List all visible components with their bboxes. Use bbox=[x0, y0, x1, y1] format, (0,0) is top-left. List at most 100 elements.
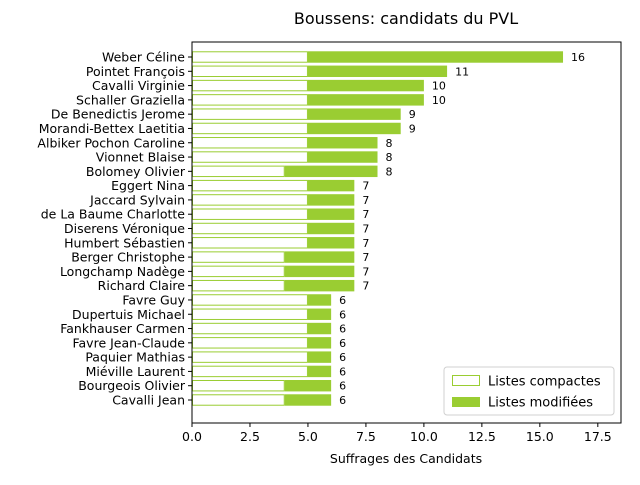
bar-segment-compactes bbox=[192, 122, 308, 135]
y-tick-label: Cavalli Virginie bbox=[92, 78, 185, 93]
bar-segment-compactes bbox=[192, 365, 308, 378]
y-tick-label: Longchamp Nadège bbox=[60, 264, 185, 279]
bar-segment-compactes bbox=[192, 308, 308, 320]
bar-value-label: 16 bbox=[571, 51, 585, 64]
x-tick-label: 7.5 bbox=[356, 429, 376, 444]
y-tick-label: de La Baume Charlotte bbox=[41, 207, 186, 222]
bars-group bbox=[192, 51, 564, 406]
bar-segment-compactes bbox=[192, 137, 308, 149]
bar-segment-compactes bbox=[192, 165, 285, 178]
bar-segment-modifiees bbox=[284, 394, 332, 406]
legend-label-compactes: Listes compactes bbox=[488, 375, 601, 390]
y-tick-label: Favre Guy bbox=[122, 292, 185, 307]
x-tick-label: 17.5 bbox=[584, 429, 612, 444]
bar-segment-modifiees bbox=[307, 237, 355, 249]
y-tick-label: Paquier Mathias bbox=[85, 350, 185, 365]
x-tick-label: 2.5 bbox=[240, 429, 260, 444]
bar-segment-compactes bbox=[192, 222, 308, 235]
y-tick-label: Fankhauser Carmen bbox=[60, 321, 185, 336]
bar-value-label: 11 bbox=[455, 65, 469, 78]
chart-title: Boussens: candidats du PVL bbox=[294, 9, 518, 28]
bar-segment-modifiees bbox=[307, 179, 355, 192]
bar-value-label: 7 bbox=[362, 280, 369, 293]
y-tick-label: Diserens Véronique bbox=[64, 221, 185, 236]
x-tick-label: 15.0 bbox=[526, 429, 554, 444]
bar-segment-compactes bbox=[192, 251, 285, 263]
bar-segment-modifiees bbox=[307, 51, 564, 63]
y-tick-label: Jaccard Sylvain bbox=[89, 192, 185, 207]
y-tick-label: Bourgeois Olivier bbox=[78, 378, 186, 393]
bar-value-label: 8 bbox=[386, 165, 393, 178]
bar-value-label: 6 bbox=[339, 394, 346, 407]
bar-value-label: 7 bbox=[362, 223, 369, 236]
bar-segment-compactes bbox=[192, 94, 308, 106]
bar-segment-compactes bbox=[192, 394, 285, 406]
bar-segment-modifiees bbox=[307, 137, 378, 149]
bar-segment-modifiees bbox=[284, 379, 332, 392]
y-tick-label: Cavalli Jean bbox=[112, 393, 185, 408]
bar-value-label: 7 bbox=[362, 180, 369, 193]
y-tick-label: Miéville Laurent bbox=[86, 364, 185, 379]
bar-segment-compactes bbox=[192, 108, 308, 120]
bar-value-label: 8 bbox=[386, 151, 393, 164]
bar-segment-modifiees bbox=[307, 79, 424, 92]
bar-segment-modifiees bbox=[307, 222, 355, 235]
bar-segment-compactes bbox=[192, 379, 285, 392]
legend-box bbox=[443, 366, 615, 416]
bar-segment-compactes bbox=[192, 179, 308, 192]
bar-segment-modifiees bbox=[284, 165, 378, 178]
x-axis-title: Suffrages des Candidats bbox=[330, 451, 482, 466]
bar-segment-modifiees bbox=[307, 308, 332, 320]
bar-segment-modifiees bbox=[284, 265, 355, 278]
bar-value-label: 10 bbox=[432, 80, 446, 93]
bar-segment-compactes bbox=[192, 351, 308, 363]
bar-segment-compactes bbox=[192, 265, 285, 278]
bar-segment-compactes bbox=[192, 51, 308, 63]
legend-label-modifiees: Listes modifiées bbox=[488, 396, 593, 411]
bar-value-label: 8 bbox=[386, 137, 393, 150]
x-ticks: 0.0 2.5 5.0 7.5 10.0 12.5 15.0 17.5 bbox=[182, 423, 612, 444]
y-tick-label: Favre Jean-Claude bbox=[72, 335, 185, 350]
bar-value-label: 6 bbox=[339, 380, 346, 393]
bar-value-label: 9 bbox=[409, 122, 416, 135]
bar-segment-modifiees bbox=[307, 108, 401, 120]
y-tick-label: Berger Christophe bbox=[71, 250, 185, 265]
x-tick-label: 10.0 bbox=[410, 429, 438, 444]
bar-segment-compactes bbox=[192, 208, 308, 220]
y-tick-label: Weber Céline bbox=[102, 50, 185, 65]
y-tick-label: Vionnet Blaise bbox=[96, 150, 186, 165]
bar-segment-modifiees bbox=[307, 194, 355, 206]
x-tick-label: 5.0 bbox=[298, 429, 318, 444]
y-tick-label: Pointet François bbox=[86, 64, 185, 79]
bar-segment-compactes bbox=[192, 79, 308, 92]
bar-value-label: 6 bbox=[339, 308, 346, 321]
legend-swatch-compactes bbox=[452, 375, 480, 386]
y-tick-label: Morandi-Bettex Laetitia bbox=[39, 121, 185, 136]
legend: Listes compactes Listes modifiées bbox=[443, 366, 615, 416]
bar-value-label: 6 bbox=[339, 294, 346, 307]
bar-segment-compactes bbox=[192, 322, 308, 335]
x-tick-label: 12.5 bbox=[468, 429, 496, 444]
bar-segment-compactes bbox=[192, 337, 308, 349]
y-tick-label: Richard Claire bbox=[98, 278, 186, 293]
bar-segment-modifiees bbox=[284, 279, 355, 292]
bar-segment-compactes bbox=[192, 65, 308, 78]
y-tick-label: Albiker Pochon Caroline bbox=[37, 135, 185, 150]
bar-segment-modifiees bbox=[307, 351, 332, 363]
x-tick-label: 0.0 bbox=[182, 429, 202, 444]
bar-segment-modifiees bbox=[284, 251, 355, 263]
bar-segment-modifiees bbox=[307, 322, 332, 335]
bar-segment-modifiees bbox=[307, 122, 401, 135]
y-tick-label: Eggert Nina bbox=[111, 178, 185, 193]
bar-segment-compactes bbox=[192, 279, 285, 292]
bar-value-label: 7 bbox=[362, 237, 369, 250]
bar-value-label: 7 bbox=[362, 194, 369, 207]
bar-value-label: 7 bbox=[362, 208, 369, 221]
bar-segment-modifiees bbox=[307, 65, 448, 78]
bar-segment-modifiees bbox=[307, 365, 332, 378]
bar-segment-modifiees bbox=[307, 208, 355, 220]
y-tick-label: De Benedictis Jerome bbox=[51, 107, 185, 122]
